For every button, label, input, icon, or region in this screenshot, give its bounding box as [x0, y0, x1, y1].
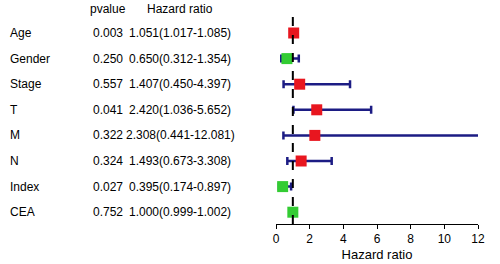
svg-text:2.308(0.441-12.081): 2.308(0.441-12.081)	[126, 128, 235, 142]
svg-text:CEA: CEA	[10, 205, 35, 219]
svg-text:Index: Index	[10, 180, 39, 194]
svg-text:0.650(0.312-1.354): 0.650(0.312-1.354)	[129, 52, 231, 66]
svg-text:0.027: 0.027	[93, 180, 123, 194]
svg-text:4: 4	[340, 232, 347, 246]
svg-text:1.493(0.673-3.308): 1.493(0.673-3.308)	[129, 154, 231, 168]
svg-text:0: 0	[273, 232, 280, 246]
svg-text:1.051(1.017-1.085): 1.051(1.017-1.085)	[129, 26, 231, 40]
svg-text:0.557: 0.557	[93, 77, 123, 91]
svg-text:10: 10	[438, 232, 452, 246]
svg-text:T: T	[10, 103, 18, 117]
svg-text:0.752: 0.752	[93, 205, 123, 219]
svg-text:Age: Age	[10, 26, 32, 40]
svg-text:pvalue: pvalue	[90, 2, 126, 16]
svg-text:0.324: 0.324	[93, 154, 123, 168]
svg-text:0.395(0.174-0.897): 0.395(0.174-0.897)	[129, 180, 231, 194]
svg-text:N: N	[10, 154, 19, 168]
svg-text:Stage: Stage	[10, 77, 42, 91]
svg-text:8: 8	[407, 232, 414, 246]
svg-text:M: M	[10, 128, 20, 142]
svg-text:0.322: 0.322	[93, 128, 123, 142]
svg-text:0.250: 0.250	[93, 52, 123, 66]
svg-text:Gender: Gender	[10, 52, 50, 66]
svg-text:Hazard ratio: Hazard ratio	[147, 2, 213, 16]
svg-text:0.003: 0.003	[93, 26, 123, 40]
svg-text:2.420(1.036-5.652): 2.420(1.036-5.652)	[129, 103, 231, 117]
svg-text:1.407(0.450-4.397): 1.407(0.450-4.397)	[129, 77, 231, 91]
svg-text:2: 2	[306, 232, 313, 246]
svg-text:0.041: 0.041	[93, 103, 123, 117]
svg-text:12: 12	[471, 232, 485, 246]
svg-text:1.000(0.999-1.002): 1.000(0.999-1.002)	[129, 205, 231, 219]
svg-text:Hazard ratio: Hazard ratio	[342, 247, 413, 262]
svg-text:6: 6	[374, 232, 381, 246]
